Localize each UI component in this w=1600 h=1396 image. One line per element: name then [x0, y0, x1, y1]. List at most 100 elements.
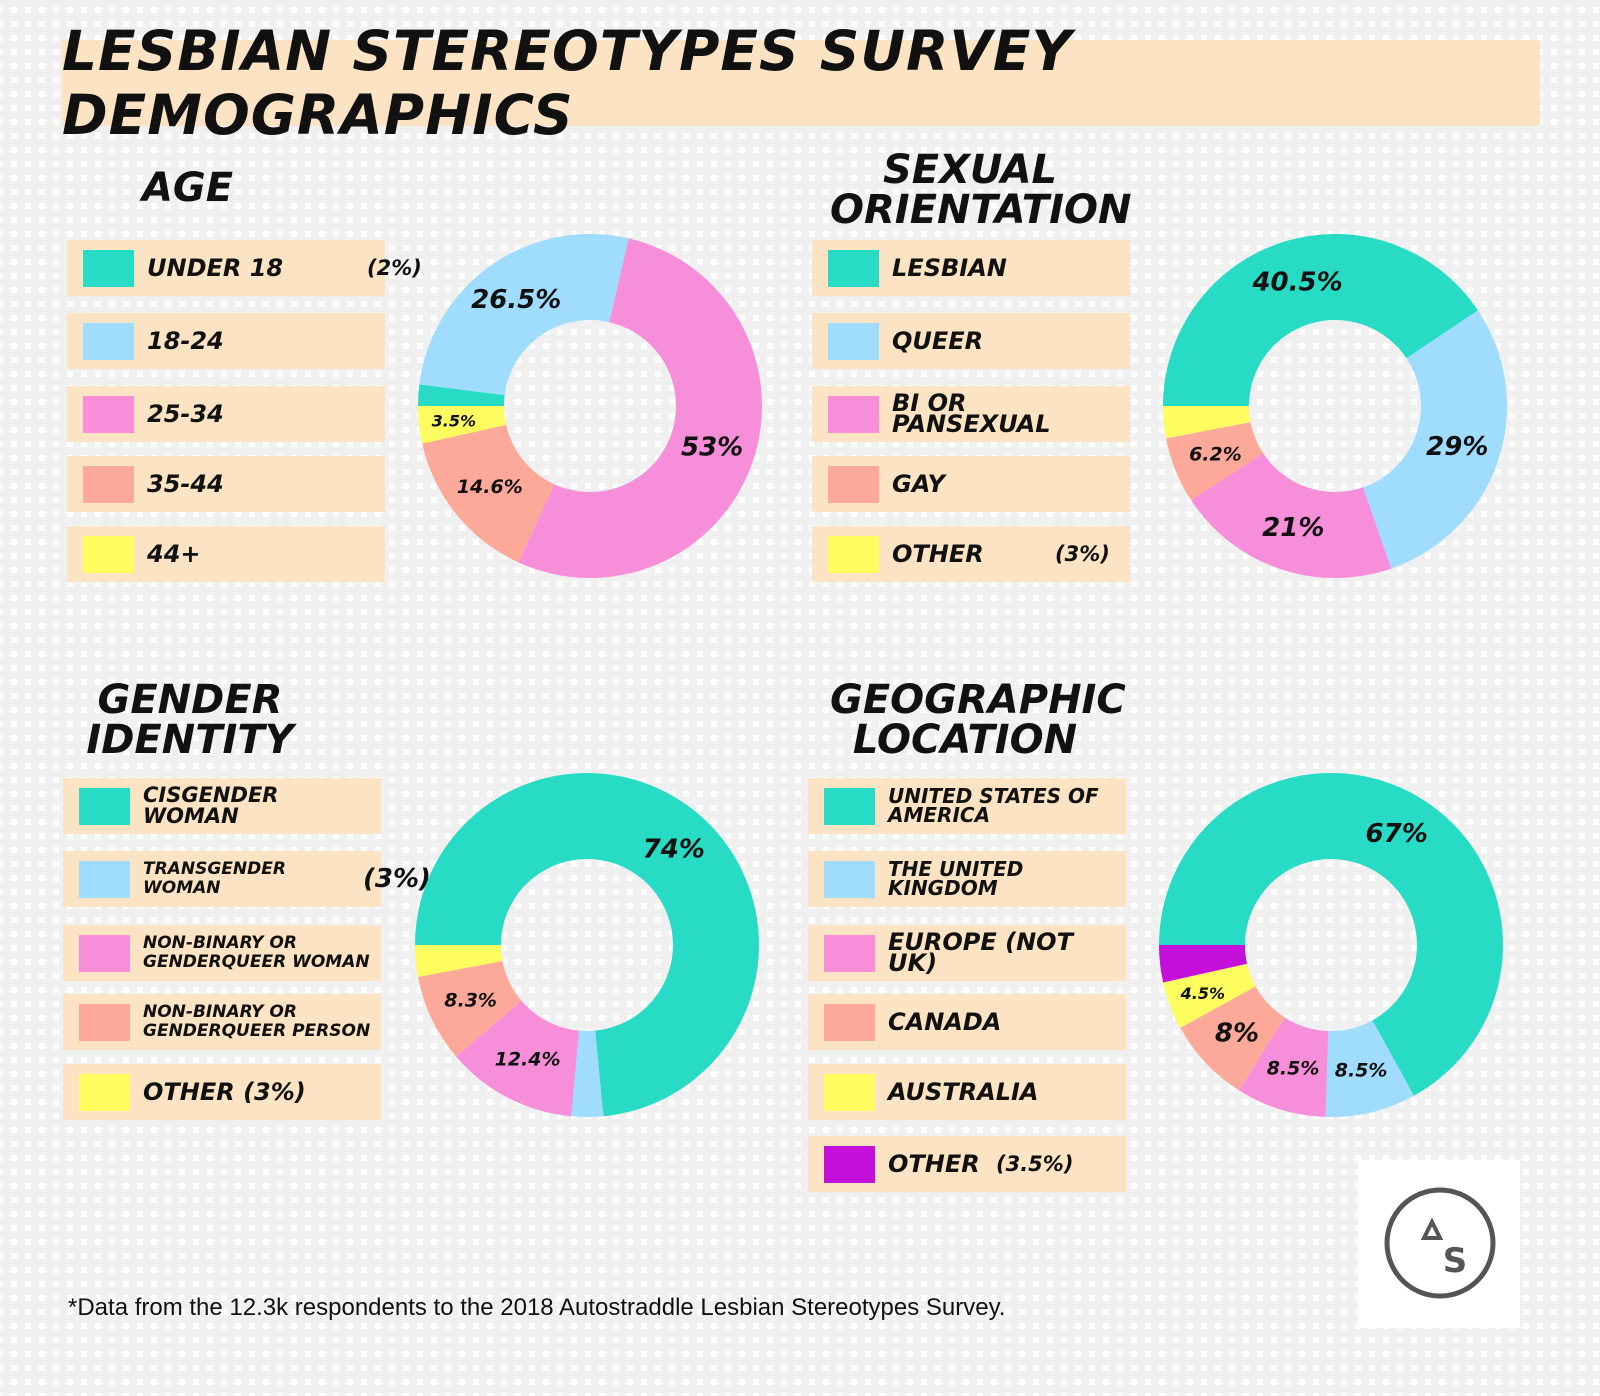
age-donut-chart: 26.5% 53% 14.6% 3.5% — [418, 233, 762, 578]
donut-slice-3 — [422, 424, 555, 563]
legend-note: (3.5%) — [996, 1152, 1074, 1176]
donut-slice-0 — [415, 773, 759, 1117]
legend-swatch — [79, 935, 130, 972]
donut-label-0: 67% — [1366, 819, 1428, 849]
legend-swatch — [83, 250, 134, 287]
donut-slice-1 — [419, 233, 629, 396]
legend-label: 18-24 — [147, 326, 224, 355]
legend-swatch — [79, 1004, 130, 1041]
legend-item-age: UNDER 18 (2%) — [67, 240, 422, 296]
donut-label-1: 8.5% — [1335, 1059, 1388, 1081]
legend-label: TRANSGENDER WOMAN — [143, 859, 286, 898]
legend-label: OTHER (3%) — [143, 1077, 306, 1106]
donut-label-3: 14.6% — [457, 476, 523, 498]
legend-label: BI OR PANSEXUAL — [892, 389, 1051, 438]
legend-label: LESBIAN — [892, 253, 1007, 282]
legend-item-gender: TRANSGENDER WOMAN (3%) — [63, 851, 431, 907]
legend-item-orientation: OTHER (3%) — [812, 526, 1130, 582]
legend-label: AUSTRALIA — [888, 1077, 1039, 1106]
legend-label: EUROPE (NOT UK) — [888, 928, 1073, 977]
heading-orientation: SEXUAL ORIENTATION — [830, 147, 1132, 233]
donut-label-2: 12.4% — [495, 1048, 561, 1070]
legend-swatch — [83, 536, 134, 573]
legend-label: UNITED STATES OF AMERICA — [888, 784, 1099, 827]
gender-donut-chart: 74% 12.4% 8.3% — [415, 773, 759, 1117]
legend-swatch — [824, 1146, 875, 1183]
legend-swatch — [828, 536, 879, 573]
legend-item-orientation: GAY — [812, 456, 1130, 512]
donut-label-0: 40.5% — [1251, 268, 1342, 298]
donut-label-2: 21% — [1262, 513, 1324, 543]
donut-label-0: 74% — [643, 835, 705, 865]
legend-item-geo: THE UNITED KINGDOM — [808, 851, 1126, 907]
donut-slice-4 — [1163, 406, 1251, 439]
donut-slice-0 — [1159, 773, 1503, 1096]
legend-label: OTHER — [888, 1149, 980, 1178]
donut-slice-3 — [418, 961, 522, 1057]
legend-label: CANADA — [888, 1007, 1002, 1036]
legend-item-age: 25-34 — [67, 386, 385, 442]
donut-slice-3 — [1166, 422, 1264, 501]
legend-item-orientation: BI OR PANSEXUAL — [812, 386, 1130, 442]
donut-slice-4 — [415, 945, 503, 978]
legend-label: NON-BINARY OR GENDERQUEER WOMAN — [143, 933, 370, 972]
legend-label: QUEER — [892, 326, 984, 355]
orientation-donut-chart: 40.5% 29% 21% 6.2% — [1163, 234, 1507, 578]
legend-label: 35-44 — [147, 469, 224, 498]
donut-label-4: 4.5% — [1180, 984, 1225, 1003]
legend-swatch — [83, 396, 134, 433]
donut-slice-2 — [456, 1000, 580, 1117]
legend-swatch — [83, 323, 134, 360]
legend-swatch — [828, 466, 879, 503]
donut-slice-0 — [1163, 234, 1478, 406]
legend-item-gender: CISGENDER WOMAN — [63, 778, 381, 834]
svg-text:S: S — [1443, 1241, 1468, 1281]
legend-swatch — [79, 788, 130, 825]
legend-label: UNDER 18 — [147, 253, 284, 282]
legend-item-orientation: LESBIAN — [812, 240, 1130, 296]
legend-label: 25-34 — [147, 399, 224, 428]
donut-slice-1 — [1325, 1020, 1414, 1117]
legend-item-orientation: QUEER — [812, 313, 1130, 369]
legend-swatch — [824, 1004, 875, 1041]
legend-item-gender: NON-BINARY OR GENDERQUEER WOMAN — [63, 925, 381, 981]
legend-swatch — [79, 1074, 130, 1111]
legend-swatch — [824, 1074, 875, 1111]
legend-item-geo: CANADA — [808, 994, 1126, 1050]
donut-label-2: 53% — [681, 433, 743, 463]
legend-item-geo: UNITED STATES OF AMERICA — [808, 778, 1126, 834]
legend-item-age: 44+ — [67, 526, 385, 582]
donut-label-2: 8.5% — [1267, 1057, 1320, 1079]
legend-swatch — [824, 861, 875, 898]
heading-gender: GENDER IDENTITY — [86, 677, 294, 763]
legend-label: OTHER — [892, 539, 984, 568]
donut-slice-3 — [1180, 986, 1285, 1091]
legend-note: (2%) — [367, 256, 422, 280]
legend-item-geo: OTHER (3.5%) — [808, 1136, 1126, 1192]
legend-note: (3%) — [1055, 542, 1110, 566]
legend-swatch — [828, 396, 879, 433]
geo-donut-chart: 67% 8.5% 8.5% 8% 4.5% — [1159, 773, 1503, 1117]
legend-swatch — [79, 861, 130, 898]
donut-slice-1 — [571, 1030, 604, 1117]
donut-slice-2 — [1191, 453, 1392, 578]
legend-item-gender: OTHER (3%) — [63, 1064, 381, 1120]
legend-note: (3%) — [363, 864, 431, 894]
legend-swatch — [828, 250, 879, 287]
legend-item-gender: NON-BINARY OR GENDERQUEER PERSON — [63, 994, 381, 1050]
legend-item-age: 18-24 — [67, 313, 385, 369]
heading-geo: GEOGRAPHIC LOCATION — [830, 677, 1126, 763]
title-banner: LESBIAN STEREOTYPES SURVEY DEMOGRAPHICS — [62, 19, 1540, 147]
donut-slice-0 — [418, 384, 505, 406]
legend-swatch — [824, 935, 875, 972]
legend-label: CISGENDER WOMAN — [143, 783, 279, 828]
legend-item-geo: AUSTRALIA — [808, 1064, 1126, 1120]
donut-label-3: 8% — [1215, 1018, 1259, 1048]
legend-label: GAY — [892, 469, 945, 498]
donut-slice-4 — [418, 406, 507, 444]
page-title: LESBIAN STEREOTYPES SURVEY DEMOGRAPHICS — [62, 19, 1073, 147]
legend-label: NON-BINARY OR GENDERQUEER PERSON — [143, 1002, 371, 1041]
donut-label-3: 8.3% — [444, 990, 497, 1012]
legend-label: THE UNITED KINGDOM — [888, 857, 1024, 900]
donut-label-3: 6.2% — [1189, 443, 1242, 465]
